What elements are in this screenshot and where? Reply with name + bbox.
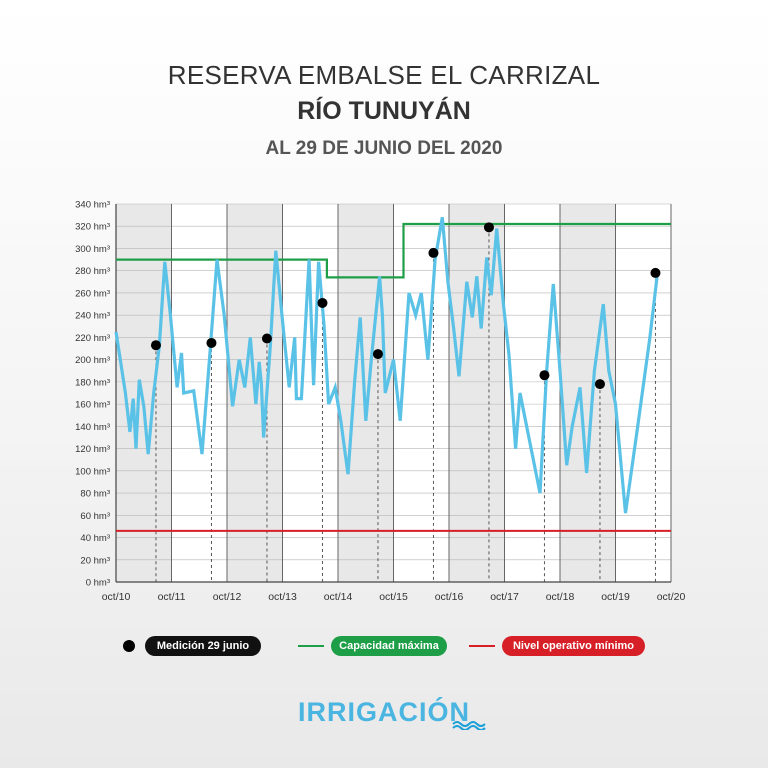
medicion-point — [261, 333, 272, 344]
medicion-point — [150, 340, 161, 351]
medicion-point — [539, 370, 550, 381]
title-block: RESERVA EMBALSE EL CARRIZAL RÍO TUNUYÁN … — [0, 58, 768, 162]
y-tick-label: 120 hm³ — [75, 444, 110, 455]
y-tick-label: 20 hm³ — [80, 555, 110, 566]
medicion-point — [372, 349, 383, 360]
y-tick-label: 340 hm³ — [75, 200, 110, 211]
y-tick-label: 220 hm³ — [75, 333, 110, 344]
legend-capacidad-label: Capacidad máxima — [331, 636, 447, 656]
x-tick-label: oct/15 — [379, 591, 408, 603]
x-tick-label: oct/12 — [213, 591, 242, 603]
y-tick-label: 320 hm³ — [75, 222, 110, 233]
y-tick-label: 200 hm³ — [75, 355, 110, 366]
capacidad-maxima-line — [116, 222, 671, 279]
medicion-point — [650, 267, 661, 278]
y-tick-label: 160 hm³ — [75, 400, 110, 411]
medicion-point — [594, 379, 605, 390]
x-tick-label: oct/11 — [158, 591, 186, 603]
plot-band — [449, 204, 505, 582]
medicion-point — [317, 297, 328, 308]
x-tick-label: oct/10 — [102, 591, 131, 603]
legend-medicion-label: Medición 29 junio — [145, 636, 261, 656]
y-tick-label: 280 hm³ — [75, 266, 110, 277]
y-tick-label: 100 hm³ — [75, 466, 110, 477]
y-tick-label: 300 hm³ — [75, 244, 110, 255]
medicion-point — [206, 337, 217, 348]
legend-capacity-line-icon — [298, 645, 324, 647]
chart-title: RESERVA EMBALSE EL CARRIZAL — [167, 60, 601, 90]
y-tick-label: 260 hm³ — [75, 288, 110, 299]
y-tick-label: 0 hm³ — [86, 578, 110, 589]
medicion-point — [483, 222, 494, 233]
x-tick-label: oct/17 — [490, 591, 519, 603]
medicion-point — [428, 247, 439, 258]
brand-wave-icon — [452, 721, 486, 730]
y-tick-label: 140 hm³ — [75, 422, 110, 433]
x-tick-label: oct/18 — [546, 591, 575, 603]
y-tick-label: 60 hm³ — [80, 511, 110, 522]
x-tick-label: oct/20 — [657, 591, 686, 603]
y-tick-label: 240 hm³ — [75, 311, 110, 322]
y-tick-label: 80 hm³ — [80, 489, 110, 500]
chart-date: AL 29 DE JUNIO DEL 2020 — [265, 138, 503, 159]
brand-logo: IRRIGACIÓN — [298, 697, 470, 727]
chart-subtitle: RÍO TUNUYÁN — [297, 97, 471, 125]
legend-nivel-label: Nivel operativo mínimo — [502, 636, 645, 656]
reserva-series-line — [114, 217, 659, 514]
x-tick-label: oct/13 — [268, 591, 297, 603]
legend-minimum-line-icon — [469, 645, 495, 647]
x-tick-label: oct/16 — [435, 591, 464, 603]
y-tick-label: 180 hm³ — [75, 377, 110, 388]
legend-point-icon — [123, 640, 135, 652]
plot-band — [560, 204, 616, 582]
y-tick-label: 40 hm³ — [80, 533, 110, 544]
x-tick-label: oct/14 — [324, 591, 353, 603]
x-tick-label: oct/19 — [601, 591, 630, 603]
